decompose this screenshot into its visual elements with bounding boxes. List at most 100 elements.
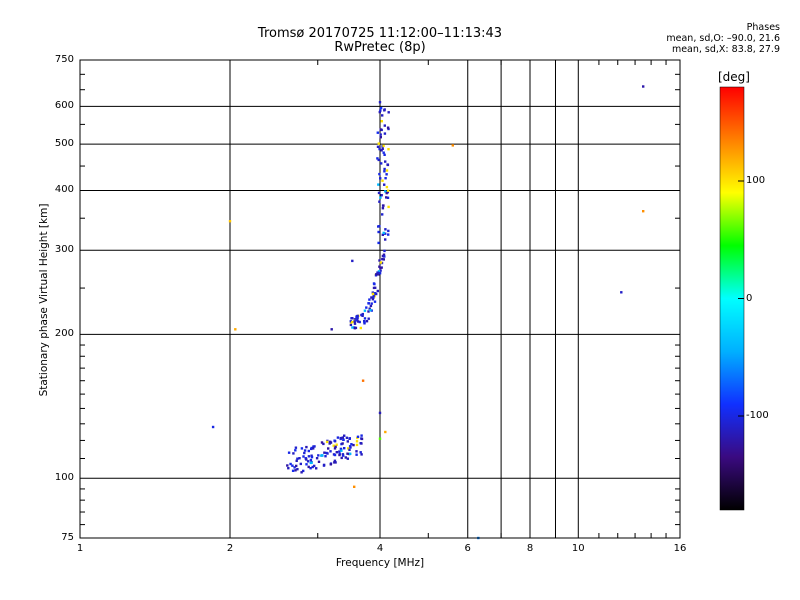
data-point xyxy=(359,442,362,445)
data-point xyxy=(300,471,303,474)
data-point xyxy=(377,273,380,276)
data-point xyxy=(345,436,349,439)
data-point xyxy=(342,454,345,457)
data-point xyxy=(379,269,382,272)
data-point xyxy=(384,430,387,434)
data-point xyxy=(383,167,386,171)
data-point xyxy=(377,270,381,273)
colorbar-tick-label: 0 xyxy=(746,292,753,304)
data-point xyxy=(380,120,383,123)
data-point xyxy=(374,286,377,289)
data-point xyxy=(321,454,324,457)
data-point xyxy=(351,259,354,263)
data-point xyxy=(371,298,375,301)
data-point xyxy=(356,314,359,318)
data-point xyxy=(383,183,386,186)
phases-title: Phases xyxy=(746,22,780,33)
data-point xyxy=(381,233,384,236)
data-point xyxy=(361,312,364,316)
data-point xyxy=(376,145,380,148)
data-points xyxy=(211,85,645,540)
data-point xyxy=(343,447,346,450)
data-point xyxy=(377,191,381,195)
data-point xyxy=(317,454,320,457)
y-tick-label: 100 xyxy=(54,472,74,484)
data-point xyxy=(300,447,304,450)
data-point xyxy=(315,457,319,460)
x-tick-label: 10 xyxy=(571,543,585,554)
data-point xyxy=(382,204,385,207)
data-point xyxy=(387,233,390,236)
data-point xyxy=(333,461,336,464)
data-point xyxy=(312,447,315,450)
data-point xyxy=(378,147,381,151)
data-point xyxy=(383,108,386,111)
data-point xyxy=(387,127,390,131)
data-point xyxy=(307,455,311,458)
data-point xyxy=(353,322,357,325)
data-point xyxy=(299,462,302,466)
data-point xyxy=(384,228,387,231)
data-point xyxy=(377,183,380,186)
data-point xyxy=(383,132,387,135)
data-point xyxy=(309,458,313,462)
x-tick-label: 6 xyxy=(464,543,471,554)
data-point xyxy=(355,316,358,319)
data-point xyxy=(372,294,375,297)
data-point xyxy=(346,452,349,455)
data-point xyxy=(334,445,337,448)
data-point xyxy=(310,454,313,457)
data-point xyxy=(381,257,384,261)
data-point xyxy=(379,196,382,199)
data-point xyxy=(307,465,310,469)
grid-lines xyxy=(79,59,681,539)
data-point xyxy=(381,147,384,150)
data-point xyxy=(372,286,376,290)
data-point xyxy=(381,207,385,210)
data-point xyxy=(294,449,297,452)
data-point xyxy=(305,445,308,449)
data-point xyxy=(377,142,380,145)
data-point xyxy=(349,320,352,323)
x-tick-label: 8 xyxy=(526,543,534,554)
y-tick-label: 75 xyxy=(61,532,74,543)
data-point xyxy=(333,439,336,442)
data-point xyxy=(341,453,345,456)
data-point xyxy=(387,148,390,151)
data-point xyxy=(296,468,299,471)
data-point xyxy=(370,296,373,299)
data-point xyxy=(387,111,390,114)
data-point xyxy=(354,326,358,330)
data-point xyxy=(372,282,376,285)
data-point xyxy=(372,296,375,299)
data-point xyxy=(358,320,361,324)
data-point xyxy=(360,313,363,317)
data-point xyxy=(289,462,292,466)
data-point xyxy=(379,177,382,180)
data-point xyxy=(380,149,383,152)
phases-stat-x: mean, sd,X: 83.8, 27.9 xyxy=(671,44,780,55)
data-point xyxy=(287,467,290,470)
data-point xyxy=(382,151,385,154)
axis-ticks xyxy=(80,60,680,538)
data-point xyxy=(378,225,381,228)
data-point xyxy=(378,265,381,268)
x-tick-label: 16 xyxy=(673,543,687,554)
y-axis-label: Stationary phase Virtual Height [km] xyxy=(38,203,50,397)
data-point xyxy=(642,210,645,213)
data-point xyxy=(294,469,297,472)
data-point xyxy=(378,172,381,176)
data-point xyxy=(379,109,382,112)
data-point xyxy=(386,126,390,129)
data-point xyxy=(382,258,385,261)
data-point xyxy=(385,196,388,199)
data-point xyxy=(350,443,353,446)
data-point xyxy=(363,309,367,312)
data-point xyxy=(228,220,232,223)
data-point xyxy=(326,452,329,455)
data-point xyxy=(346,457,349,460)
data-point xyxy=(349,452,352,455)
data-point xyxy=(338,450,341,453)
data-point xyxy=(311,465,314,469)
